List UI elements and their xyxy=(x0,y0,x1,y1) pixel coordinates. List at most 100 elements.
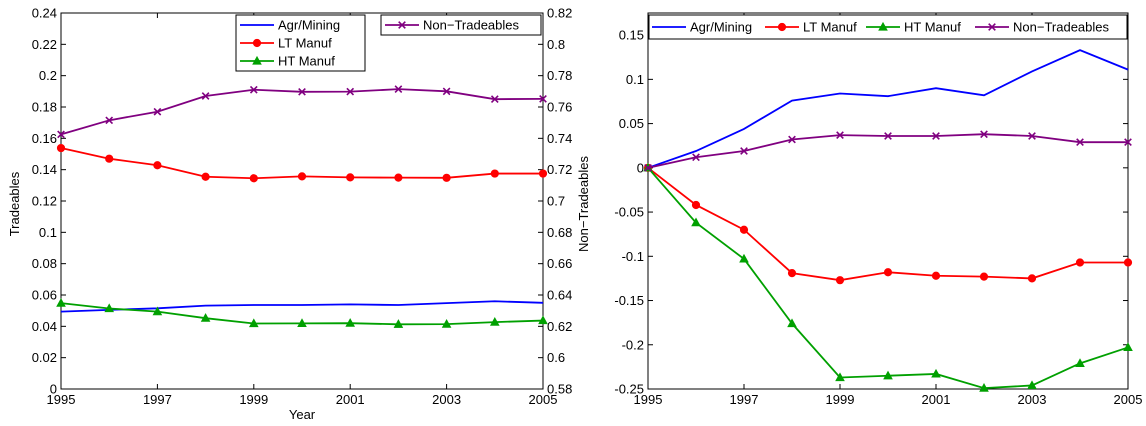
chart0-y2-tick-label: 0.76 xyxy=(547,100,572,115)
chart1-x-tick-label: 2003 xyxy=(1018,392,1047,407)
chart0-y-tick-label: 0.24 xyxy=(32,6,57,21)
chart0-y-tick-label: 0.2 xyxy=(39,68,57,83)
chart1-legend-marker-non-tradeables xyxy=(988,23,996,31)
chart0-data-point-lt-manuf xyxy=(442,173,451,182)
chart1-y-tick-label: 0.05 xyxy=(619,116,644,131)
chart0-data-point-non-tradeables xyxy=(490,95,499,104)
chart0-legend-label-lt-manuf: LT Manuf xyxy=(278,36,332,51)
chart1-y-tick-label: -0.05 xyxy=(614,205,644,220)
chart0-y-tick-label: 0 xyxy=(50,382,57,397)
chart0-y2-tick-label: 0.62 xyxy=(547,319,572,334)
chart0-data-point-non-tradeables xyxy=(249,85,258,94)
chart0-y2-tick-label: 0.66 xyxy=(547,256,572,271)
chart0-y-tick-label: 0.22 xyxy=(32,37,57,52)
chart0-data-point-non-tradeables xyxy=(57,130,65,139)
chart1-data-point-non-tradeables xyxy=(740,147,748,155)
chart0-data-point-ht-manuf xyxy=(297,318,307,327)
chart1-data-point-lt-manuf xyxy=(835,276,845,285)
chart0-data-point-non-tradeables xyxy=(105,116,114,125)
chart1-y-tick-label: -0.2 xyxy=(622,337,644,352)
chart0-data-point-lt-manuf xyxy=(297,172,307,181)
chart0-y-tick-label: 0.1 xyxy=(39,225,57,240)
chart-right-panel: 1995 1997 1999 2001 2003 2005 -0.25 -0.2 -0.15 -0… xyxy=(614,12,1142,407)
chart0-data-point-non-tradeables xyxy=(539,94,547,103)
chart1-legend-label-lt-manuf: LT Manuf xyxy=(803,20,857,35)
chart1-data-point-ht-manuf xyxy=(931,368,941,378)
chart1-data-point-lt-manuf xyxy=(1075,258,1085,267)
chart0-data-point-lt-manuf xyxy=(153,161,162,170)
chart1-data-point-lt-manuf xyxy=(739,225,749,234)
chart1-data-point-lt-manuf xyxy=(691,200,701,210)
chart0-y-tick-label: 0.02 xyxy=(32,350,57,365)
chart0-y-tick-label: 0.14 xyxy=(32,162,57,177)
left-x-axis-label: Year xyxy=(289,407,316,422)
chart0-y2-tick-label: 0.64 xyxy=(547,288,572,303)
chart0-y2-tick-label: 0.7 xyxy=(547,194,565,209)
chart0-x-tick-label: 2001 xyxy=(336,392,365,407)
chart-left-panel: Year Tradeables Non−Tradeables 1995 1997 1… xyxy=(7,6,591,423)
chart0-x-tick-label: 1999 xyxy=(239,392,268,407)
chart1-series-ht-manuf xyxy=(643,162,1133,392)
chart0-series-line-non-tradeables xyxy=(60,88,544,136)
chart0-series-line-agr-mining xyxy=(60,300,544,313)
chart0-legend-marker-lt-manuf xyxy=(252,38,262,48)
chart1-series-agr-mining xyxy=(647,49,1129,169)
chart0-data-point-lt-manuf xyxy=(56,143,66,153)
chart0-data-point-lt-manuf xyxy=(538,169,548,178)
chart1-legend-label-ht-manuf: HT Manuf xyxy=(904,20,961,35)
chart1-data-point-lt-manuf xyxy=(979,272,989,281)
chart0-x-tick-label: 1995 xyxy=(47,392,76,407)
chart1-data-point-lt-manuf xyxy=(931,271,941,280)
chart0-y2-tick-label: 0.8 xyxy=(547,37,565,52)
chart1-data-point-non-tradeables xyxy=(692,153,700,162)
chart0-legend-marker-ht-manuf xyxy=(252,55,262,65)
chart0-data-point-ht-manuf xyxy=(345,318,356,327)
chart1-y-tick-label: -0.15 xyxy=(614,293,644,308)
chart1-data-point-ht-manuf xyxy=(1027,380,1037,390)
chart1-x-tick-label: 1995 xyxy=(634,392,663,407)
chart1-y-tick-label: 0 xyxy=(637,160,644,175)
chart0-y-tick-label: 0.12 xyxy=(32,194,57,209)
chart1-legend-marker-ht-manuf xyxy=(878,21,888,31)
chart1-series-lt-manuf xyxy=(643,163,1133,285)
chart0-series-agr-mining xyxy=(60,300,544,313)
chart1-data-point-ht-manuf xyxy=(787,318,797,328)
chart0-legend: Non−Tradeables xyxy=(380,14,542,36)
chart0-data-point-lt-manuf xyxy=(201,172,210,181)
chart1-data-point-ht-manuf xyxy=(739,253,749,263)
chart1-data-point-non-tradeables xyxy=(980,130,988,139)
chart1-series-line-agr-mining xyxy=(647,49,1129,169)
chart1-legend: Agr/Mining LT Manuf HT Manuf Non−Tradeables xyxy=(648,14,1128,40)
chart0-y2-tick-label: 0.6 xyxy=(547,350,565,365)
chart1-data-point-ht-manuf xyxy=(691,217,701,227)
chart0-data-point-lt-manuf xyxy=(394,173,403,182)
chart0-data-point-lt-manuf xyxy=(105,154,114,163)
chart0-y2-tick-label: 0.82 xyxy=(547,6,572,21)
chart0-y-tick-label: 0.06 xyxy=(32,288,57,303)
chart0-y2-tick-label: 0.74 xyxy=(547,131,572,146)
chart1-data-point-ht-manuf xyxy=(1123,342,1133,352)
chart0-data-point-ht-manuf xyxy=(393,319,404,328)
chart1-x-tick-label: 2001 xyxy=(922,392,951,407)
chart0-data-point-non-tradeables xyxy=(394,85,403,94)
chart0-data-point-ht-manuf xyxy=(248,318,259,328)
chart0-legend-label-agr-mining: Agr/Mining xyxy=(278,18,340,33)
chart1-data-point-non-tradeables xyxy=(1124,138,1132,147)
chart1-y-tick-label: 0.1 xyxy=(626,72,644,87)
chart1-data-point-ht-manuf xyxy=(979,382,989,392)
chart0-data-point-ht-manuf xyxy=(538,315,548,325)
chart1-data-point-non-tradeables xyxy=(836,131,844,139)
chart0-legend: Agr/Mining LT Manuf HT Manuf xyxy=(235,14,366,72)
chart0-data-point-lt-manuf xyxy=(249,174,258,183)
chart0-data-point-ht-manuf xyxy=(200,313,211,322)
chart1-legend-label-agr-mining: Agr/Mining xyxy=(690,20,752,35)
chart0-y2-tick-label: 0.58 xyxy=(547,382,572,397)
chart0-data-point-lt-manuf xyxy=(490,169,499,178)
chart1-data-point-non-tradeables xyxy=(788,135,796,144)
chart0-data-point-non-tradeables xyxy=(153,107,162,116)
chart1-data-point-ht-manuf xyxy=(835,372,845,382)
chart1-data-point-non-tradeables xyxy=(932,132,940,140)
chart0-legend-label-non-tradeables: Non−Tradeables xyxy=(423,18,519,33)
chart0-x-tick-label: 2003 xyxy=(432,392,461,407)
left-y2-axis-label: Non−Tradeables xyxy=(576,156,591,252)
